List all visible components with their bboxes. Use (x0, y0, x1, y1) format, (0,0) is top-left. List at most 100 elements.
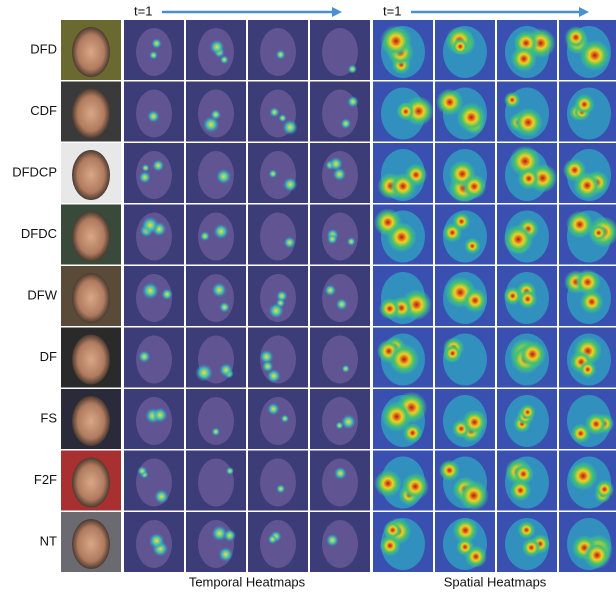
heat-spot (147, 110, 160, 123)
heat-spot (517, 167, 540, 190)
temporal-caption: Temporal Heatmaps (189, 574, 306, 589)
heat-spot (464, 237, 481, 255)
heat-spot (379, 535, 401, 557)
heat-spot (401, 472, 429, 501)
row-label: DFDC (21, 226, 57, 241)
face (72, 334, 110, 385)
heat-spot (209, 39, 225, 55)
heat-spot (584, 412, 608, 436)
heat-spot (521, 538, 541, 558)
arrow-head (332, 7, 342, 17)
face (260, 397, 296, 445)
heat-spot (211, 282, 227, 298)
heat-spot (211, 525, 228, 542)
heat-spot (219, 363, 233, 377)
heat-spot (381, 401, 412, 432)
heat-spot (215, 168, 232, 185)
heat-spot (268, 169, 278, 179)
heat-spot (278, 114, 287, 123)
heat-spot (213, 223, 229, 240)
heat-spot (517, 520, 536, 539)
face (260, 458, 296, 507)
face (198, 274, 234, 322)
row-label: CDF (30, 103, 57, 118)
heat-spot (389, 172, 417, 200)
image-grid: DFD CDF DFDCP DFDC DFW DF FS F2F NT (12, 20, 616, 572)
heat-spot (195, 363, 214, 382)
heat-spot (583, 541, 611, 569)
face (322, 397, 358, 445)
heat-spot (340, 414, 356, 430)
heat-spot (282, 177, 298, 192)
heat-spot (402, 423, 423, 443)
face (72, 396, 110, 446)
face (322, 212, 358, 261)
face (72, 457, 110, 508)
heat-spot (275, 49, 286, 60)
heat-spot (568, 461, 598, 491)
heat-spot (154, 489, 169, 504)
heat-spot (266, 368, 281, 383)
heat-spot (211, 427, 221, 437)
row-label: DFD (30, 41, 57, 56)
heat-spot (503, 224, 534, 255)
face (322, 274, 358, 322)
heat-spot (396, 102, 415, 121)
heat-spot (383, 520, 402, 540)
heat-spot (267, 402, 280, 416)
heat-spot (452, 212, 471, 231)
heat-spot (141, 163, 150, 172)
face (260, 212, 296, 261)
face (322, 520, 358, 568)
heat-spot (141, 216, 159, 234)
heat-spot (509, 479, 532, 502)
heat-spot (562, 158, 587, 182)
heat-spot (578, 360, 597, 379)
heat-spot (347, 95, 359, 108)
face (260, 520, 296, 568)
heat-spot (268, 303, 284, 319)
heat-spot (512, 463, 534, 485)
heat-spot (269, 107, 280, 118)
heat-spot (438, 459, 461, 482)
face (198, 458, 234, 507)
heat-spot (517, 289, 538, 309)
heat-spot (149, 50, 158, 60)
face (260, 151, 296, 199)
heat-spot (452, 517, 479, 544)
face (72, 211, 110, 262)
heat-spot (570, 423, 591, 444)
row-label: DFW (27, 287, 57, 302)
heat-spot (324, 284, 337, 297)
face (136, 335, 172, 384)
temporal-start-label: t=1 (134, 3, 152, 18)
heat-spot (579, 39, 611, 72)
heat-spot (225, 466, 235, 476)
heat-spot (346, 237, 356, 246)
heat-spot (347, 64, 358, 74)
heat-spot (443, 344, 462, 363)
row-label: F2F (34, 472, 57, 487)
heat-spot (161, 288, 173, 301)
face (72, 273, 110, 323)
heat-spot (152, 407, 168, 423)
spatial-start-label: t=1 (383, 3, 401, 18)
face (72, 519, 110, 569)
heat-spot (218, 546, 234, 562)
heat-spot (267, 534, 278, 545)
heat-spot (138, 350, 151, 363)
heat-spot (594, 479, 615, 499)
heat-spot (504, 91, 521, 109)
heat-spot (152, 159, 165, 172)
heat-spot (564, 26, 588, 49)
heat-spot (461, 409, 488, 435)
heat-spot (374, 469, 402, 498)
heat-spot (333, 466, 347, 480)
row-label: DFDCP (12, 164, 57, 179)
row-label: FS (40, 410, 57, 425)
heat-spot (519, 404, 536, 421)
heat-spot (574, 269, 601, 296)
heat-spot (455, 537, 475, 557)
heat-spot (219, 55, 229, 65)
